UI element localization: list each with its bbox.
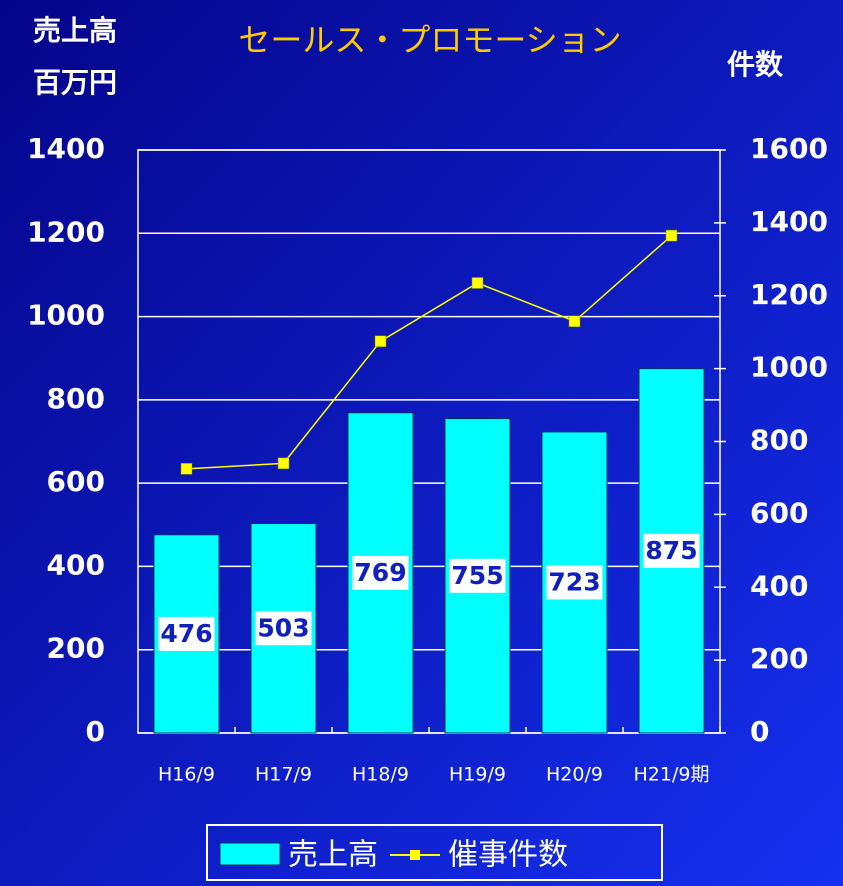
y-tick-label: 200 — [47, 632, 105, 665]
y-tick-label: 0 — [86, 715, 105, 748]
data-label: 723 — [548, 567, 600, 596]
legend-label: 売上高 — [288, 838, 378, 873]
y-tick-label: 800 — [47, 382, 105, 415]
y2-tick-label: 1200 — [750, 278, 828, 311]
line — [186, 235, 672, 470]
y2-axis-label: 件数 — [727, 48, 784, 81]
y-tick-label: 400 — [47, 548, 105, 581]
line-marker — [180, 463, 193, 475]
data-label-box — [352, 555, 409, 590]
line-marker — [665, 229, 678, 242]
y2-tick-label: 600 — [750, 496, 808, 529]
data-label: 875 — [645, 536, 697, 565]
line-marker — [374, 335, 387, 348]
legend-frame — [206, 824, 663, 881]
y2-tick-label: 200 — [750, 642, 808, 675]
x-tick-label: H17/9 — [255, 764, 312, 786]
line-marker — [568, 315, 581, 328]
chart-title: セールス・プロモーション — [238, 21, 621, 59]
data-label-box — [158, 616, 215, 651]
x-tick-label: H16/9 — [158, 764, 215, 786]
data-label-box — [449, 558, 506, 593]
legend-label: 催事件数 — [448, 838, 568, 873]
data-label: 755 — [451, 561, 503, 590]
y-axis-label: 売上高 — [33, 14, 117, 47]
y2-tick-label: 1400 — [750, 205, 828, 238]
y-axis-label: 百万円 — [33, 66, 117, 99]
y-tick-label: 1400 — [27, 132, 105, 165]
y-tick-label: 600 — [47, 465, 105, 498]
data-label: 476 — [160, 619, 212, 648]
data-label-box — [255, 611, 312, 646]
data-label: 769 — [354, 558, 406, 587]
x-tick-label: H21/9期 — [634, 764, 710, 786]
y2-tick-label: 400 — [750, 569, 808, 602]
y2-tick-label: 1600 — [750, 132, 828, 165]
data-label: 503 — [257, 613, 309, 642]
data-label-box — [643, 533, 700, 568]
y2-tick-label: 800 — [750, 424, 808, 457]
y-tick-label: 1000 — [27, 299, 105, 332]
y2-tick-label: 0 — [750, 715, 769, 748]
line-marker — [471, 277, 484, 289]
legend-swatch — [410, 850, 420, 860]
x-tick-label: H19/9 — [449, 764, 506, 786]
data-label-box — [546, 565, 603, 600]
legend-swatch — [219, 842, 281, 866]
line-marker — [277, 457, 290, 470]
x-tick-label: H18/9 — [352, 764, 409, 786]
y-tick-label: 1200 — [27, 215, 105, 248]
y2-tick-label: 1000 — [750, 351, 828, 384]
x-tick-label: H20/9 — [546, 764, 603, 786]
